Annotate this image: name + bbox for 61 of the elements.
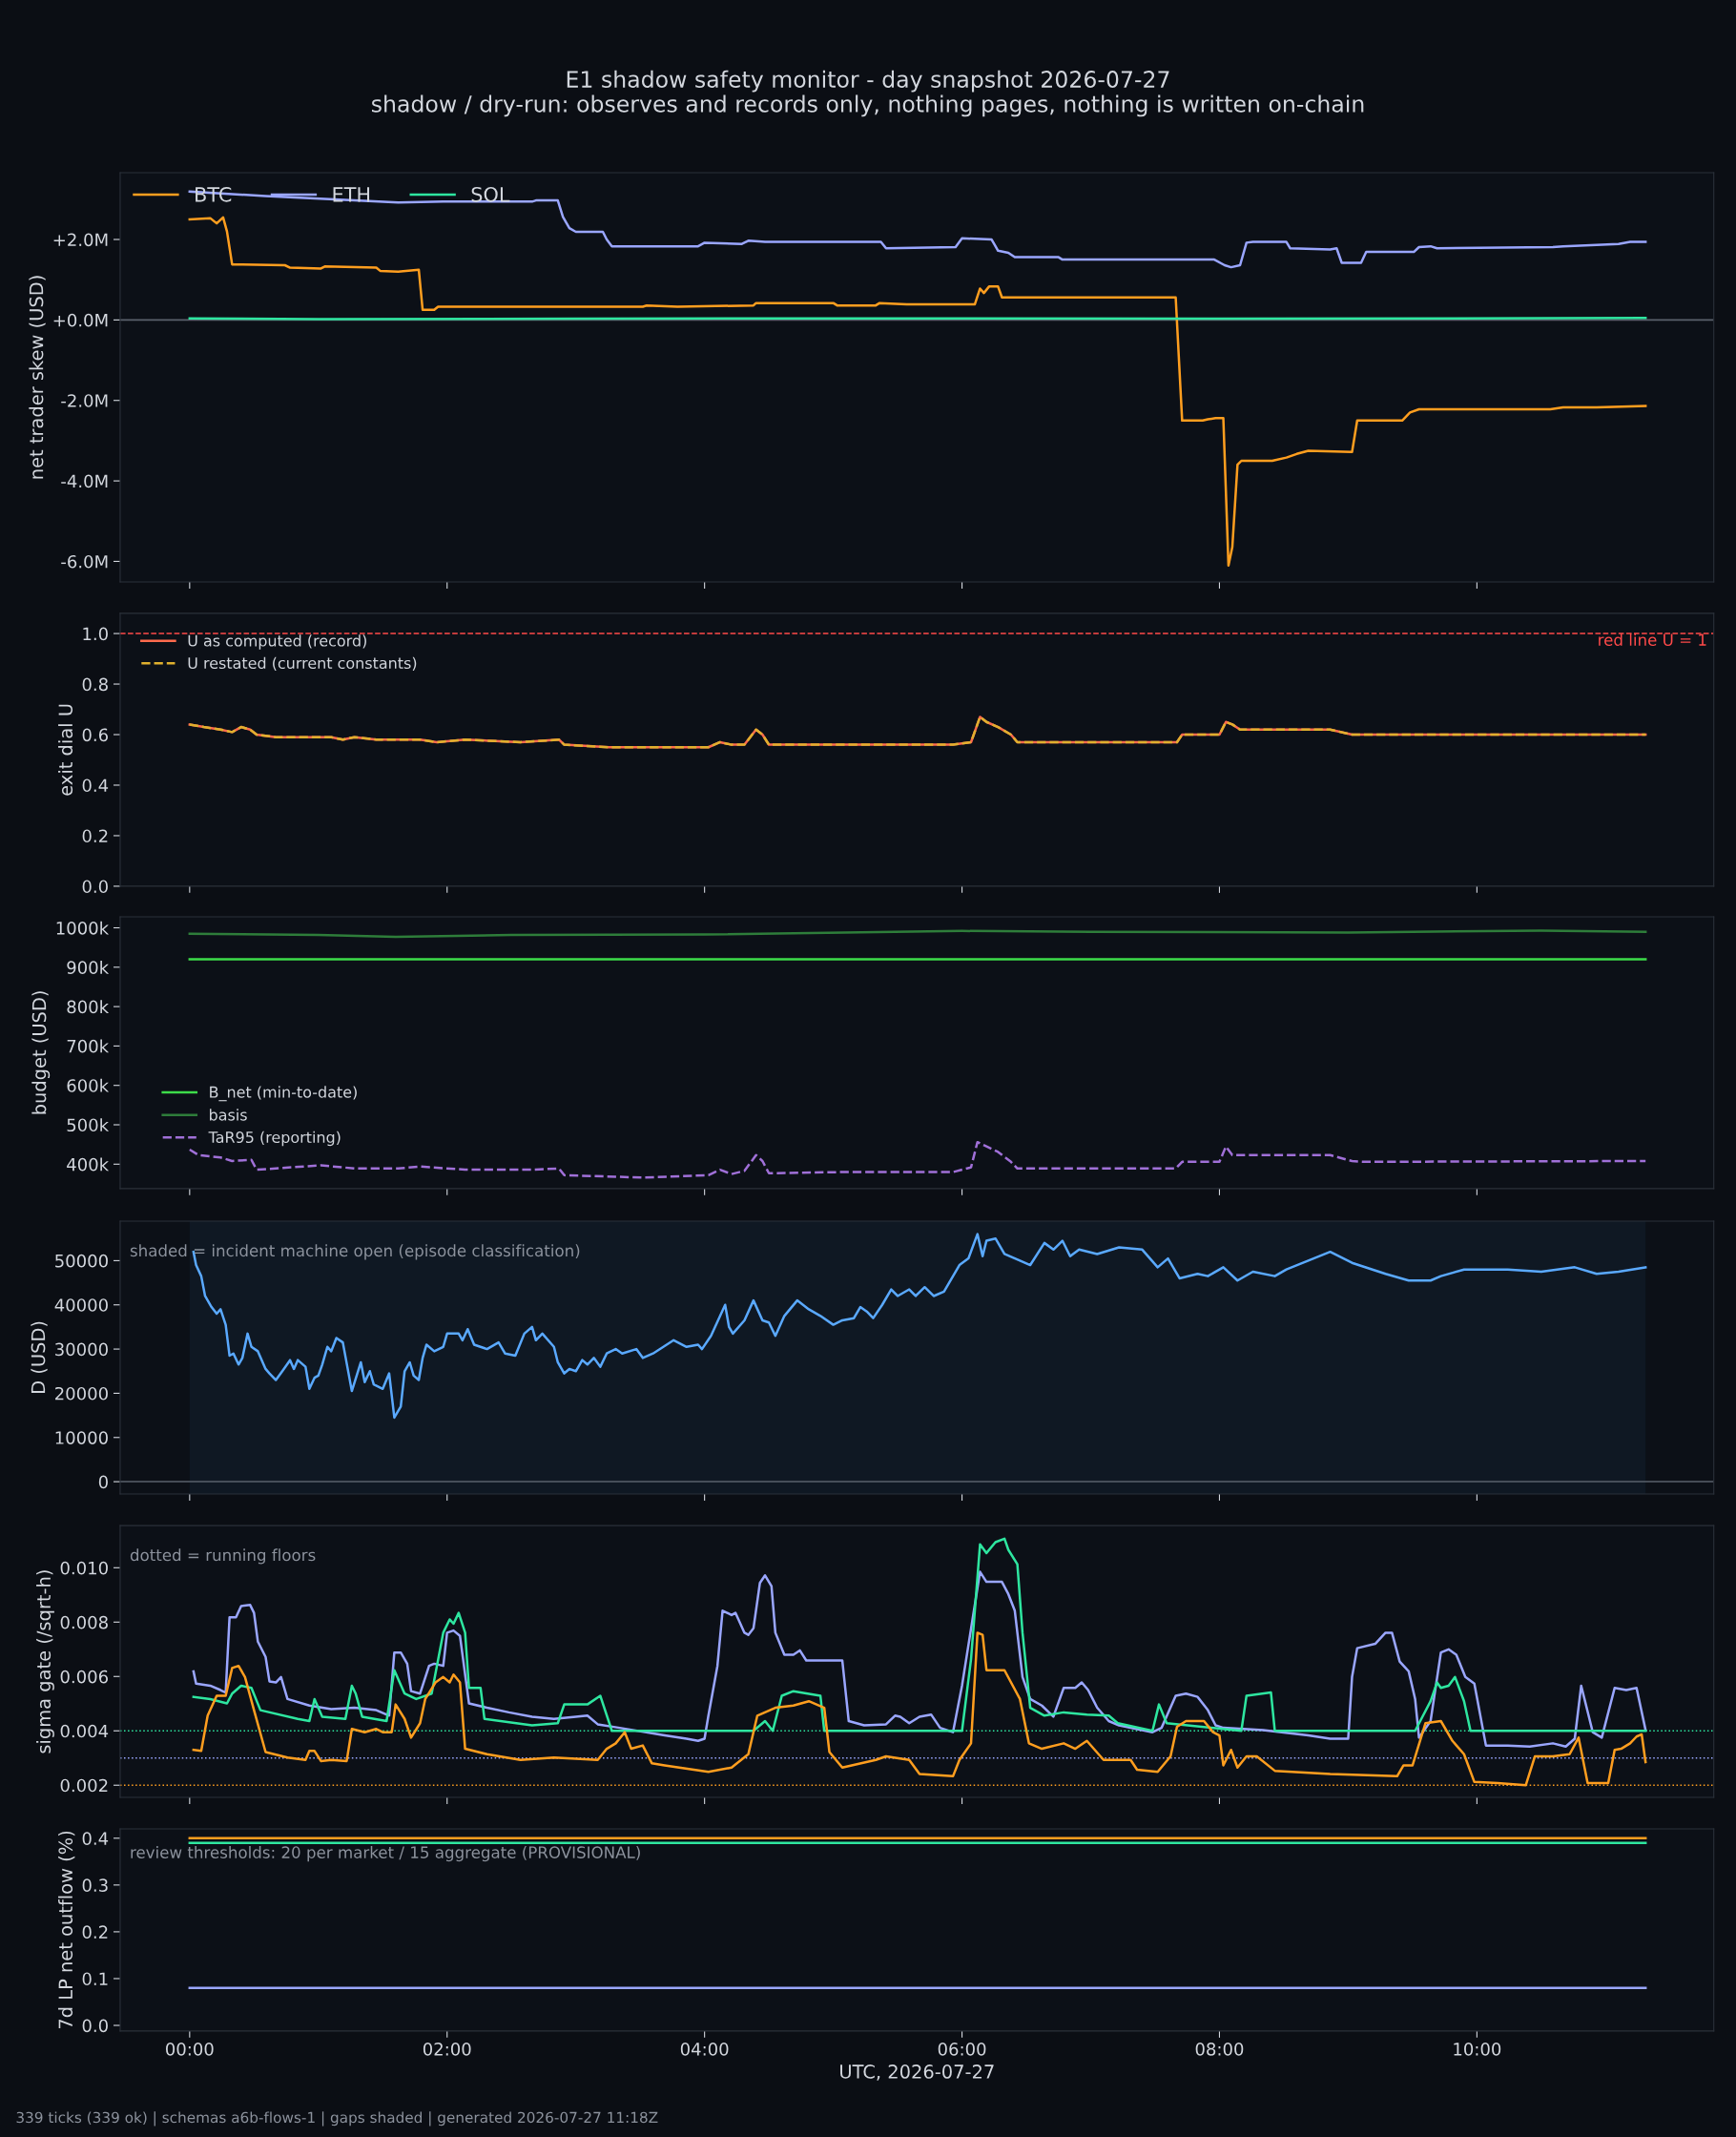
y-tick-label: 0.008 xyxy=(60,1615,108,1629)
y-tick-label: 0 xyxy=(98,1475,108,1489)
y-axis-title: D (USD) xyxy=(31,1321,48,1393)
y-tick-label: 0.4 xyxy=(82,1832,109,1845)
y-tick-label: 0.002 xyxy=(60,1778,108,1793)
y-tick-label: 1.0 xyxy=(83,627,108,641)
y-tick-label: +0.0M xyxy=(53,313,108,327)
annotation: dotted = running floors xyxy=(130,1548,316,1565)
legend-label: U as computed (record) xyxy=(188,634,366,650)
ref-line-label: red line U = 1 xyxy=(1599,633,1706,646)
legend-label: basis xyxy=(210,1109,247,1121)
y-axis-title: 7d LP net outflow (%) xyxy=(58,1831,75,2029)
y-tick-label: 0.4 xyxy=(82,778,109,793)
y-tick-label: 0.2 xyxy=(82,1925,108,1940)
y-tick-label: 0.004 xyxy=(60,1724,109,1738)
y-tick-label: 30000 xyxy=(55,1342,108,1357)
x-axis-title: UTC, 2026-07-27 xyxy=(840,2064,994,2081)
y-tick-label: 0.6 xyxy=(82,728,108,742)
y-tick-label: 0.1 xyxy=(82,1972,108,1986)
y-tick-label: 50000 xyxy=(55,1254,108,1268)
y-tick-label: -2.0M xyxy=(61,394,108,407)
y-tick-label: -6.0M xyxy=(61,554,108,569)
legend-label: TaR95 (reporting) xyxy=(208,1131,341,1147)
annotation: shaded = incident machine open (episode classification) xyxy=(130,1244,580,1260)
y-tick-label: +2.0M xyxy=(53,233,108,247)
y-tick-label: 1000k xyxy=(56,921,110,935)
y-tick-label: 0.3 xyxy=(82,1878,108,1892)
y-tick-label: 500k xyxy=(67,1118,110,1132)
y-tick-label: 10000 xyxy=(55,1431,108,1444)
y-axis-title: budget (USD) xyxy=(31,991,51,1114)
x-tick-label: 08:00 xyxy=(1195,2043,1244,2056)
y-tick-label: 0.010 xyxy=(60,1561,108,1575)
legend-label: U restated (current constants) xyxy=(188,656,417,671)
x-tick-label: 06:00 xyxy=(938,2043,986,2056)
x-tick-label: 10:00 xyxy=(1454,2043,1501,2056)
x-tick-label: 00:00 xyxy=(165,2043,214,2056)
y-tick-label: 40000 xyxy=(54,1298,108,1312)
y-tick-label: 700k xyxy=(67,1039,110,1053)
y-tick-label: 400k xyxy=(67,1157,110,1172)
chart-title: E1 shadow safety monitor - day snapshot 2026-07-27 xyxy=(567,70,1169,93)
y-tick-label: 600k xyxy=(67,1078,110,1092)
y-tick-label: 0.8 xyxy=(82,677,108,692)
y-tick-label: 900k xyxy=(67,960,110,974)
annotation: review thresholds: 20 per market / 15 aggregate (PROVISIONAL) xyxy=(131,1846,640,1862)
y-axis-title: sigma gate (/sqrt-h) xyxy=(36,1570,54,1753)
y-tick-label: 20000 xyxy=(55,1386,108,1400)
x-tick-label: 04:00 xyxy=(680,2043,729,2056)
y-tick-label: 0.2 xyxy=(82,829,108,843)
y-tick-label: 0.0 xyxy=(82,880,108,894)
y-tick-label: 800k xyxy=(67,1000,110,1014)
text: 339 ticks (339 ok) | schemas a6b-flows-1 | gaps shaded | generated 2026-07-27 11:18Z xyxy=(16,2111,658,2127)
y-tick-label: 0.0 xyxy=(82,2019,108,2033)
x-tick-label: 02:00 xyxy=(423,2043,471,2056)
y-axis-title: exit dial U xyxy=(58,704,73,796)
y-axis-title: net trader skew (USD) xyxy=(29,276,46,479)
chart-subtitle: shadow / dry-run: observes and records only, nothing pages, nothing is written on-chain xyxy=(371,94,1364,117)
legend-label: ETH xyxy=(333,187,370,202)
y-tick-label: 0.006 xyxy=(60,1670,108,1684)
legend-label: B_net (min-to-date) xyxy=(210,1086,357,1102)
y-tick-label: -4.0M xyxy=(61,474,108,488)
legend-label: SOL xyxy=(471,186,510,202)
